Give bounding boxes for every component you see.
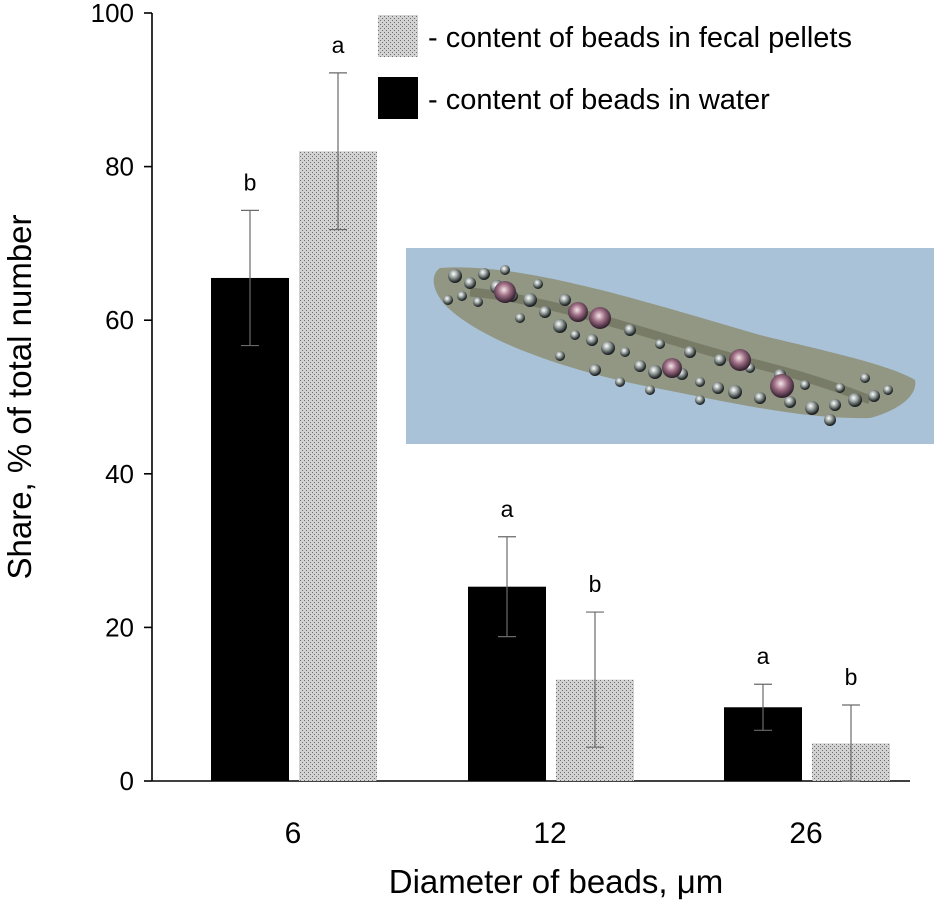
y-tick-label: 60 bbox=[105, 305, 134, 335]
y-tick-label: 0 bbox=[120, 766, 134, 796]
bar-fecal-pellets-6 bbox=[299, 151, 377, 782]
x-axis-tick-labels: 6 12 26 bbox=[285, 817, 823, 850]
y-axis-title: Share, % of total number bbox=[1, 214, 38, 579]
inset-bead-large bbox=[568, 302, 588, 322]
significance-letter: b bbox=[845, 664, 858, 690]
inset-bead bbox=[478, 268, 490, 280]
inset-bead bbox=[500, 265, 510, 275]
legend-label: - content of beads in water bbox=[428, 84, 770, 116]
inset-bead bbox=[848, 393, 862, 407]
legend-swatch bbox=[378, 15, 418, 57]
inset-bead bbox=[648, 365, 662, 379]
inset-bead bbox=[539, 306, 551, 318]
inset-bead bbox=[586, 334, 598, 346]
legend: - content of beads in fecal pellets - con… bbox=[378, 15, 852, 119]
inset-bead bbox=[883, 385, 893, 395]
bar-series: b a a a b b bbox=[211, 32, 890, 782]
inset-bead-large bbox=[729, 349, 751, 371]
inset-bead-large bbox=[770, 374, 794, 398]
inset-bead bbox=[620, 347, 630, 357]
y-tick-label: 100 bbox=[91, 0, 134, 28]
inset-bead bbox=[634, 360, 646, 372]
inset-bead bbox=[443, 295, 453, 305]
inset-bead-large bbox=[494, 281, 516, 303]
inset-bead bbox=[645, 385, 655, 395]
inset-bead bbox=[728, 385, 742, 399]
inset-bead bbox=[655, 339, 665, 349]
inset-bead bbox=[684, 346, 696, 358]
inset-bead bbox=[860, 373, 870, 383]
inset-bead bbox=[464, 277, 476, 289]
x-tick-label: 6 bbox=[285, 817, 302, 850]
inset-bead bbox=[515, 313, 525, 323]
bar-water-6 bbox=[211, 277, 289, 781]
y-tick-label: 20 bbox=[105, 612, 134, 642]
legend-label: - content of beads in fecal pellets bbox=[428, 22, 852, 54]
inset-bead bbox=[835, 383, 845, 393]
inset-bead bbox=[570, 330, 580, 340]
inset-bead bbox=[553, 319, 567, 333]
inset-bead-large bbox=[662, 358, 682, 378]
inset-bead bbox=[829, 399, 841, 411]
inset-bead bbox=[533, 279, 543, 289]
significance-letter: a bbox=[757, 643, 770, 669]
inset-bead bbox=[457, 291, 467, 301]
inset-bead bbox=[754, 392, 766, 404]
inset-bead bbox=[523, 293, 537, 307]
inset-bead bbox=[714, 354, 726, 366]
x-tick-label: 26 bbox=[789, 817, 822, 850]
inset-bead bbox=[589, 364, 601, 376]
inset-bead bbox=[695, 395, 705, 405]
inset-bead bbox=[559, 294, 571, 306]
x-axis-title: Diameter of beads, μm bbox=[389, 863, 723, 900]
inset-bead bbox=[805, 401, 819, 415]
legend-swatch bbox=[378, 77, 418, 119]
inset-bead bbox=[448, 269, 462, 283]
significance-letter: a bbox=[332, 32, 345, 58]
inset-bead bbox=[555, 351, 565, 361]
inset-bead bbox=[695, 377, 705, 387]
significance-letter: b bbox=[589, 571, 602, 597]
significance-letter: b bbox=[244, 169, 257, 195]
inset-bead bbox=[624, 324, 636, 336]
y-tick-label: 40 bbox=[105, 459, 134, 489]
micrograph-image bbox=[406, 248, 934, 444]
inset-bead bbox=[868, 390, 880, 402]
inset-bead bbox=[800, 380, 810, 390]
inset-bead bbox=[784, 396, 796, 408]
significance-letter: a bbox=[501, 496, 514, 522]
inset-bead bbox=[615, 377, 625, 387]
y-tick-label: 80 bbox=[105, 152, 134, 182]
y-axis-ticks: 0 20 40 60 80 100 bbox=[91, 0, 152, 796]
inset-bead bbox=[712, 382, 724, 394]
inset-bead bbox=[824, 414, 836, 426]
inset-bead bbox=[601, 341, 615, 355]
inset-beads bbox=[443, 265, 893, 426]
inset-bead bbox=[473, 297, 483, 307]
inset-bead-large bbox=[589, 307, 611, 329]
x-tick-label: 12 bbox=[533, 817, 566, 850]
